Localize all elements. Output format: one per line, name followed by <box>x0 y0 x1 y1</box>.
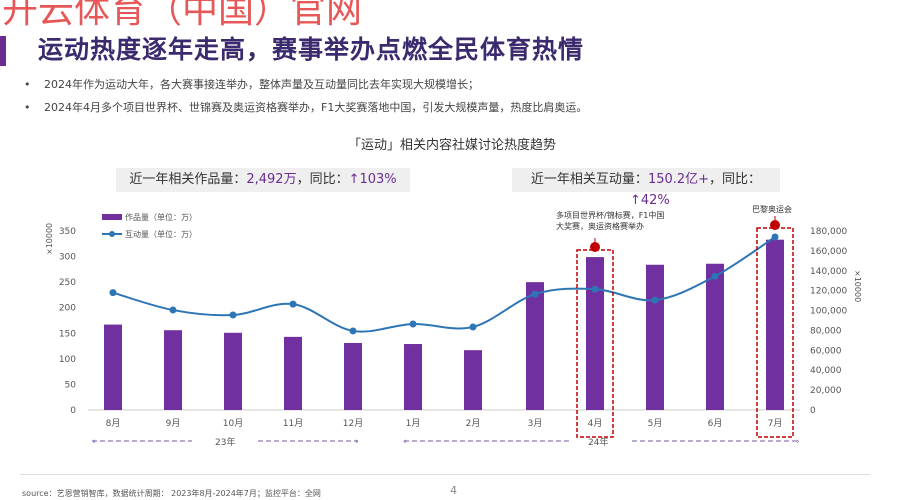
left-tick-label: 350 <box>59 227 76 237</box>
left-tick-label: 100 <box>59 355 76 365</box>
year-label-24: 24年 <box>588 436 608 448</box>
bar-10月 <box>224 332 242 410</box>
line-point-2月 <box>469 323 477 331</box>
annotation-april: 多项目世界杯/锦标赛，F1中国大奖赛，奥运资格赛举办 <box>556 211 665 231</box>
kpi-works: 近一年相关作品量：2,492万，同比：↑103% <box>116 168 410 192</box>
right-tick-label: 140,000 <box>810 267 847 277</box>
right-tick-label: 0 <box>810 406 816 416</box>
line-point-12月 <box>349 327 357 335</box>
x-tick-label: 4月 <box>588 418 603 429</box>
x-tick-label: 12月 <box>343 418 363 429</box>
arrow-left-icon: ‹ <box>403 437 407 447</box>
right-tick-label: 60,000 <box>810 346 842 356</box>
legend-bar-swatch <box>102 214 122 220</box>
x-tick-label: 3月 <box>528 418 543 429</box>
line-point-9月 <box>169 306 177 314</box>
bar-5月 <box>646 264 664 410</box>
left-tick-label: 300 <box>59 253 76 263</box>
bar-1月 <box>404 344 422 410</box>
annotation-july: 巴黎奥运会 <box>752 205 792 214</box>
kpi-change: ↑103% <box>348 172 397 187</box>
highlight-dot-4月 <box>590 242 600 252</box>
right-tick-label: 80,000 <box>810 326 842 336</box>
x-tick-label: 11月 <box>283 418 303 429</box>
x-tick-label: 9月 <box>166 418 181 429</box>
right-tick-label: 160,000 <box>810 247 847 257</box>
right-tick-label: 100,000 <box>810 307 847 317</box>
left-axis-label: ×10000 <box>45 223 54 255</box>
bullet-dot: • <box>24 101 31 114</box>
arrow-left-icon: ‹ <box>92 437 96 447</box>
x-tick-label: 8月 <box>106 418 121 429</box>
highlight-dot-7月 <box>770 220 780 230</box>
bullet-dot: • <box>24 78 31 91</box>
page-title: 运动热度逐年走高，赛事举办点燃全民体育热情 <box>38 35 585 64</box>
bar-4月 <box>586 257 604 410</box>
kpi-sep: ，同比： <box>709 172 762 187</box>
arrow-right-icon: › <box>796 437 800 447</box>
kpi-value: 150.2亿+ <box>647 172 710 187</box>
chart: 作品量（单位：万） 互动量（单位：万） ×10000 ×10000 0 50 100… <box>45 212 862 448</box>
right-tick-label: 40,000 <box>810 366 842 376</box>
bar-11月 <box>284 336 302 410</box>
bar-6月 <box>706 263 724 410</box>
left-tick-label: 50 <box>65 380 77 390</box>
chart-title: 「运动」相关内容社媒讨论热度趋势 <box>347 138 556 153</box>
legend-line-marker <box>109 231 115 237</box>
left-tick-label: 200 <box>59 304 76 314</box>
bullet-text: 2024年作为运动大年，各大赛事接连举办，整体声量及互动量同比去年实现大规模增长… <box>44 78 479 91</box>
legend: 作品量（单位：万） 互动量（单位：万） <box>102 212 197 239</box>
right-tick-label: 20,000 <box>810 386 842 396</box>
kpi-sep: ，同比： <box>296 172 349 187</box>
page-number: 4 <box>450 484 457 497</box>
line-point-11月 <box>289 300 297 308</box>
x-tick-label: 6月 <box>708 418 723 429</box>
x-tick-label: 1月 <box>406 418 421 429</box>
kpi-label: 近一年相关互动量： <box>530 172 648 187</box>
x-tick-label: 5月 <box>648 418 663 429</box>
x-tick-label: 7月 <box>768 418 783 429</box>
bar-9月 <box>164 330 182 410</box>
line-point-10月 <box>229 311 237 319</box>
bar-7月 <box>766 239 784 410</box>
kpi-value: 2,492万 <box>246 172 297 187</box>
right-axis-label: ×10000 <box>853 270 862 302</box>
bar-3月 <box>526 282 544 410</box>
left-tick-label: 250 <box>59 278 76 288</box>
x-tick-label: 2月 <box>466 418 481 429</box>
bullet-2: • 2024年4月多个项目世界杯、世锦赛及奥运资格赛举办，F1大奖赛落地中国，引发… <box>24 99 587 115</box>
bar-12月 <box>344 343 362 410</box>
line-point-1月 <box>409 320 417 328</box>
watermark: 开云体育（中国）官网 <box>2 0 363 31</box>
line-point-5月 <box>651 296 659 304</box>
kpi-interactions: 近一年相关互动量：150.2亿+，同比： <box>512 168 780 192</box>
year-ranges: ‹ 23年 › ‹ 24年 › <box>92 436 800 448</box>
right-tick-label: 120,000 <box>810 287 847 297</box>
bar-2月 <box>464 350 482 410</box>
right-tick-label: 180,000 <box>810 227 847 237</box>
legend-line-label: 互动量（单位：万） <box>125 229 197 239</box>
year-label-23: 23年 <box>215 436 235 448</box>
legend-bar-label: 作品量（单位：万） <box>125 212 197 222</box>
bullet-text: 2024年4月多个项目世界杯、世锦赛及奥运资格赛举办，F1大奖赛落地中国，引发大… <box>44 101 588 114</box>
source-note: source：艺恩营销智库，数据统计周期： 2023年8月-2024年7月；监控… <box>22 489 321 498</box>
line-point-8月 <box>109 289 117 297</box>
footer-divider <box>20 474 870 475</box>
kpi-label: 近一年相关作品量： <box>129 172 247 187</box>
left-tick-label: 150 <box>59 329 76 339</box>
arrow-right-icon: › <box>355 437 359 447</box>
bar-8月 <box>104 324 122 410</box>
kpi-change: ↑42% <box>630 193 670 208</box>
line-point-4月 <box>591 285 599 293</box>
line-point-3月 <box>531 290 539 298</box>
x-tick-label: 10月 <box>223 418 243 429</box>
title-accent-bar <box>0 36 6 66</box>
left-tick-label: 0 <box>70 406 76 416</box>
line-point-6月 <box>711 272 719 280</box>
line-series <box>112 236 776 333</box>
bullet-1: • 2024年作为运动大年，各大赛事接连举办，整体声量及互动量同比去年实现大规模增… <box>24 76 479 92</box>
line-point-7月 <box>771 233 779 241</box>
